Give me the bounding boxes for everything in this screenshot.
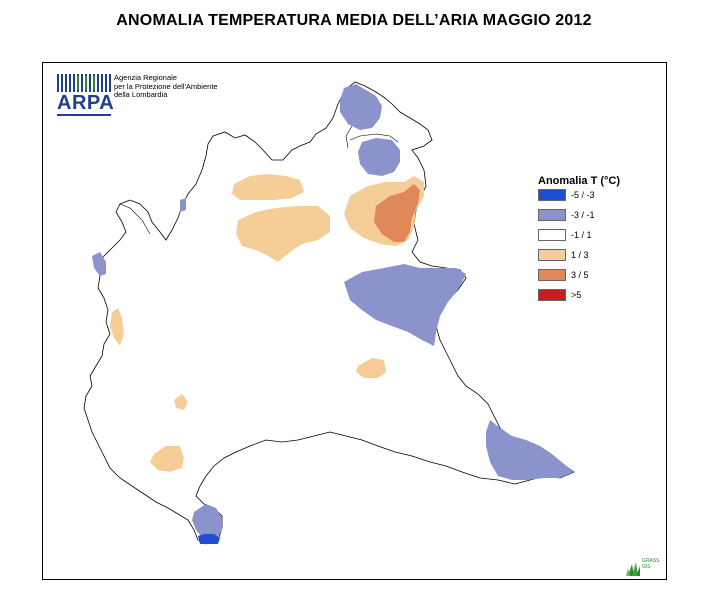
zone-cold-west-edge [92,252,106,276]
legend-label: -5 / -3 [571,190,595,200]
logo-line-3: della Lombardia [114,90,168,99]
zone-very-cold-south [198,534,220,544]
zone-cold-south [192,504,222,540]
zone-cold-northeast-top [340,84,382,130]
legend-item: -3 / -1 [538,209,648,227]
grass-gis-logo-icon [626,562,640,576]
legend-swatch [538,269,566,281]
zone-warm-southwest-small [174,394,188,410]
legend-item: 1 / 3 [538,249,648,267]
lake-boundary-2 [345,125,353,149]
legend-item: -5 / -3 [538,189,648,207]
internal-boundary-west [119,203,151,235]
zone-cold-southeast [486,420,574,480]
page-title: ANOMALIA TEMPERATURA MEDIA DELL’ARIA MAG… [116,12,592,29]
credit-line-2: GIS [642,564,651,570]
zone-warm-north-west [232,174,304,200]
legend-item: 3 / 5 [538,269,648,287]
legend-label: -1 / 1 [571,230,592,240]
legend-label: >5 [571,290,582,300]
legend-label: 1 / 3 [571,250,589,260]
zone-warm-southwest [150,446,184,472]
legend-swatch [538,209,566,221]
legend-swatch [538,229,566,241]
arpa-underline [57,114,111,116]
legend: Anomalia T (°C) -5 / -3 -3 / -1 -1 / 1 1… [538,175,648,307]
zone-cold-north-small [180,198,186,212]
legend-swatch [538,189,566,201]
zone-cold-northeast-mid [358,138,400,176]
arpa-logo-text: Agenzia Regionale per la Protezione dell… [114,73,218,100]
credit-line-1: GRASS [642,558,660,564]
zone-warm-north-center [236,206,330,262]
legend-label: -3 / -1 [571,210,595,220]
logo-line-2: per la Protezione dell'Ambiente [114,81,218,91]
zone-warm-small-center [356,358,386,378]
arpa-wordmark: ARPA [57,92,115,114]
legend-label: 3 / 5 [571,270,589,280]
zone-cold-east [344,264,466,346]
legend-item: -1 / 1 [538,229,648,247]
logo-line-1: Agenzia Regionale [114,73,177,82]
legend-swatch [538,249,566,261]
zone-warm-west [110,308,124,346]
lake-boundary [349,133,399,143]
arpa-logo-icon [57,74,111,92]
grass-gis-credit: GRASS GIS [642,558,660,570]
zone-hot-northeast [374,184,420,242]
legend-item: >5 [538,289,648,307]
region-boundary [83,81,575,545]
legend-title: Anomalia T (°C) [538,175,621,187]
legend-swatch [538,289,566,301]
